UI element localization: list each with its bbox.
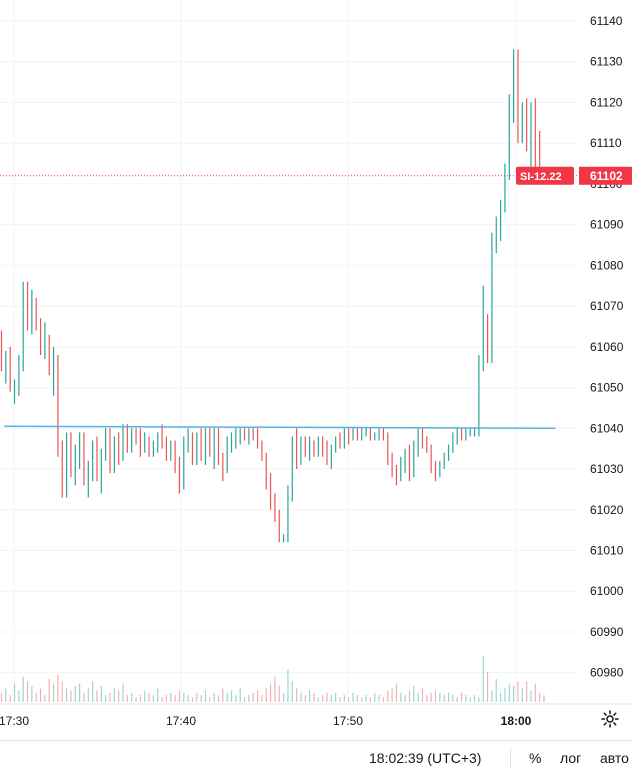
y-tick-label: 61130	[590, 55, 623, 69]
symbol-label: SI-12.22	[520, 171, 562, 183]
trendline	[4, 425, 556, 430]
y-tick-label: 61020	[590, 503, 624, 517]
clock-display[interactable]: 18:02:39 (UTC+3)	[369, 750, 482, 766]
status-divider	[0, 740, 632, 741]
y-tick-label: 61070	[590, 299, 624, 313]
status-bar: 18:02:39 (UTC+3) % лог авто	[0, 740, 632, 776]
percent-scale-toggle[interactable]: %	[529, 750, 542, 766]
status-divider-vertical	[510, 748, 511, 768]
y-tick-label: 61050	[590, 381, 624, 395]
symbol-label-box	[516, 166, 574, 185]
y-tick-label: 61090	[590, 218, 624, 232]
x-tick-label: 17:50	[333, 714, 363, 728]
y-tick-label: 61040	[590, 421, 624, 435]
x-tick-label: 18:00	[501, 714, 532, 728]
y-tick-label: 61000	[590, 584, 624, 598]
log-scale-toggle[interactable]: лог	[560, 750, 582, 766]
y-tick-label: 61030	[590, 462, 624, 476]
x-tick-label: 17:40	[166, 714, 196, 728]
x-tick-label: 17:30	[0, 714, 29, 728]
y-tick-label: 61010	[590, 543, 624, 557]
last-price-label-box	[579, 166, 632, 185]
y-tick-label: 61060	[590, 340, 624, 354]
y-tick-label: 60990	[590, 625, 624, 639]
y-tick-label: 61080	[590, 258, 624, 272]
y-tick-label: 60980	[590, 666, 624, 680]
gear-icon[interactable]	[600, 709, 620, 729]
last-price-label: 61102	[590, 169, 623, 183]
y-tick-label: 61120	[590, 95, 623, 109]
y-tick-label: 61110	[590, 136, 622, 150]
price-chart[interactable]: 6114061130611206111061100610906108061070…	[0, 0, 632, 740]
y-tick-label: 61140	[590, 14, 623, 28]
auto-scale-toggle[interactable]: авто	[600, 750, 629, 766]
